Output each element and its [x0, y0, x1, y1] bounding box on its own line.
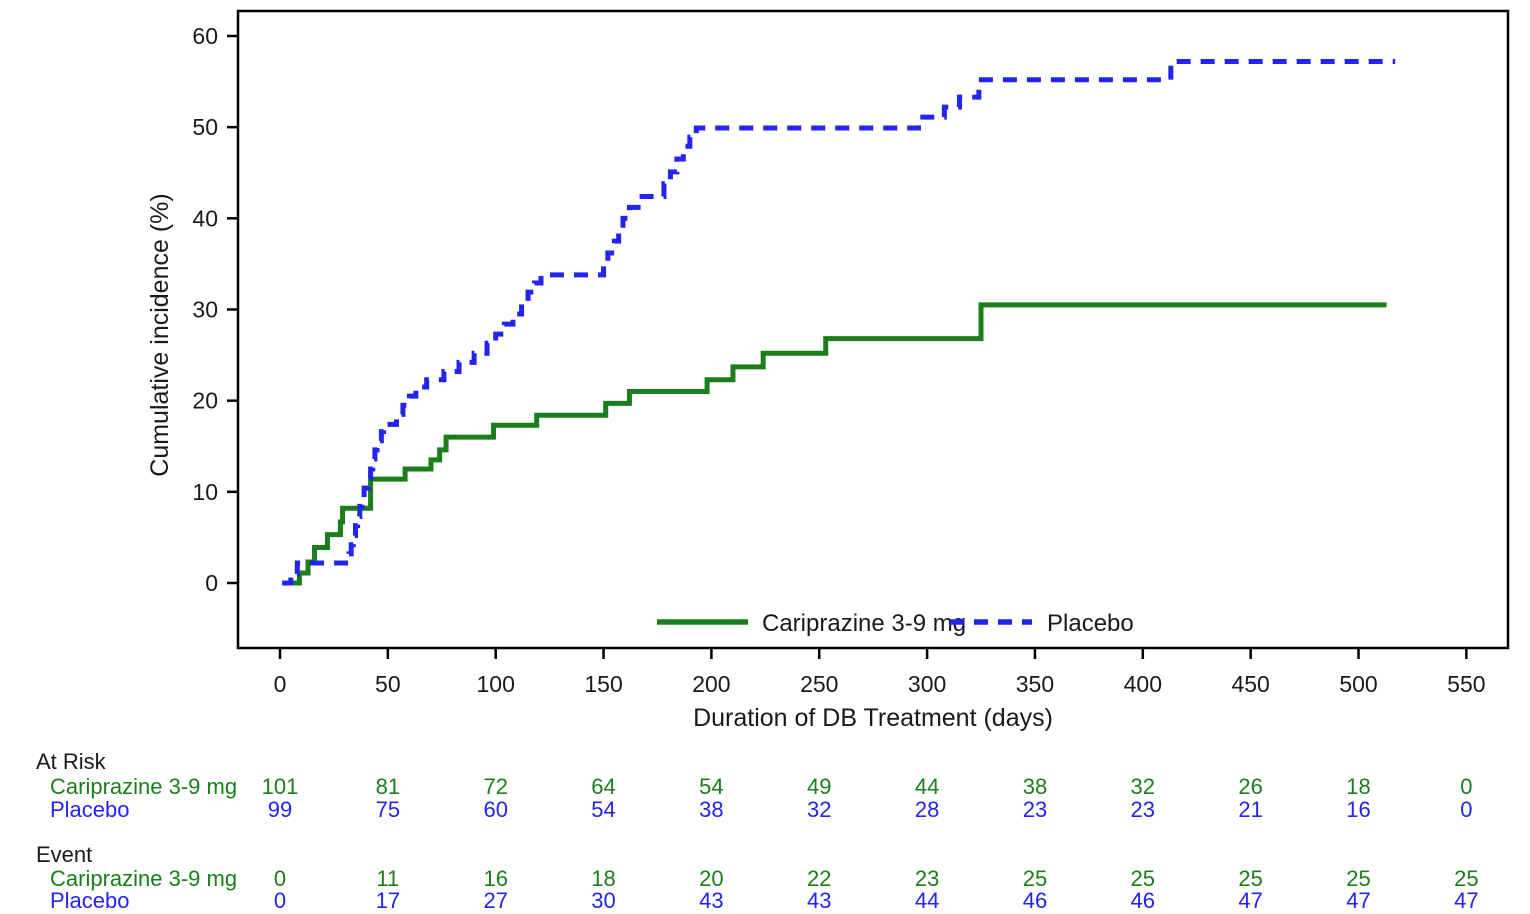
x-tick-label: 500	[1339, 671, 1377, 697]
value-cell: 47	[1454, 888, 1478, 913]
value-cell: 0	[1460, 797, 1472, 822]
x-axis-title: Duration of DB Treatment (days)	[693, 704, 1053, 732]
value-cell: 0	[274, 866, 286, 891]
x-tick-label: 400	[1124, 671, 1162, 697]
value-cell: 47	[1238, 888, 1262, 913]
value-cell: 0	[274, 888, 286, 913]
row-label-event-cariprazine: Cariprazine 3-9 mg	[50, 866, 237, 891]
value-cell: 25	[1346, 866, 1370, 891]
value-cell: 16	[1346, 797, 1370, 822]
value-cell: 25	[1023, 866, 1047, 891]
row-label-at_risk-placebo: Placebo	[50, 797, 130, 822]
row-label-event-placebo: Placebo	[50, 888, 130, 913]
value-cell: 17	[376, 888, 400, 913]
table-title-event: Event	[36, 842, 92, 867]
x-tick-label: 350	[1016, 671, 1054, 697]
x-tick-label: 150	[584, 671, 622, 697]
value-cell: 54	[699, 774, 723, 799]
value-cell: 38	[1023, 774, 1047, 799]
value-cell: 47	[1346, 888, 1370, 913]
legend-label-placebo: Placebo	[1047, 610, 1134, 637]
value-cell: 44	[915, 774, 939, 799]
value-cell: 21	[1238, 797, 1262, 822]
y-tick-label: 40	[192, 205, 218, 231]
value-cell: 54	[591, 797, 615, 822]
x-tick-label: 300	[908, 671, 946, 697]
x-tick-label: 0	[274, 671, 287, 697]
value-cell: 64	[591, 774, 615, 799]
value-cell: 72	[483, 774, 507, 799]
value-cell: 32	[1131, 774, 1155, 799]
value-cell: 18	[1346, 774, 1370, 799]
row-label-at_risk-cariprazine: Cariprazine 3-9 mg	[50, 774, 237, 799]
value-cell: 46	[1023, 888, 1047, 913]
series-line-placebo	[282, 59, 1396, 586]
x-tick-label: 250	[800, 671, 838, 697]
value-cell: 43	[699, 888, 723, 913]
x-tick-label: 550	[1447, 671, 1485, 697]
value-cell: 32	[807, 797, 831, 822]
value-cell: 23	[1023, 797, 1047, 822]
value-cell: 30	[591, 888, 615, 913]
x-tick-label: 200	[692, 671, 730, 697]
y-tick-label: 60	[192, 23, 218, 49]
value-cell: 0	[1460, 774, 1472, 799]
value-cell: 81	[376, 774, 400, 799]
value-cell: 101	[262, 774, 299, 799]
y-tick-label: 10	[192, 479, 218, 505]
value-cell: 43	[807, 888, 831, 913]
value-cell: 38	[699, 797, 723, 822]
value-cell: 23	[915, 866, 939, 891]
value-cell: 20	[699, 866, 723, 891]
value-cell: 25	[1131, 866, 1155, 891]
value-cell: 28	[915, 797, 939, 822]
value-cell: 27	[483, 888, 507, 913]
plot-border	[236, 9, 1510, 650]
x-tick-label: 50	[375, 671, 401, 697]
value-cell: 22	[807, 866, 831, 891]
value-cell: 11	[376, 866, 399, 891]
value-cell: 18	[591, 866, 615, 891]
x-tick-label: 450	[1231, 671, 1269, 697]
y-tick-label: 20	[192, 388, 218, 414]
y-tick-label: 30	[192, 296, 218, 322]
value-cell: 25	[1238, 866, 1262, 891]
x-tick-label: 100	[477, 671, 515, 697]
y-tick-label: 50	[192, 114, 218, 140]
y-axis-title: Cumulative incidence (%)	[146, 193, 174, 476]
value-cell: 99	[268, 797, 292, 822]
value-cell: 23	[1131, 797, 1155, 822]
series-line-cariprazine	[290, 302, 1387, 586]
value-cell: 16	[483, 866, 507, 891]
value-cell: 25	[1454, 866, 1478, 891]
table-title-at_risk: At Risk	[36, 749, 107, 774]
y-tick-label: 0	[205, 570, 218, 596]
value-cell: 75	[376, 797, 400, 822]
legend-label-cariprazine: Cariprazine 3-9 mg	[762, 610, 966, 637]
value-cell: 44	[915, 888, 939, 913]
value-cell: 26	[1238, 774, 1262, 799]
value-cell: 49	[807, 774, 831, 799]
value-cell: 46	[1131, 888, 1155, 913]
value-cell: 60	[483, 797, 507, 822]
